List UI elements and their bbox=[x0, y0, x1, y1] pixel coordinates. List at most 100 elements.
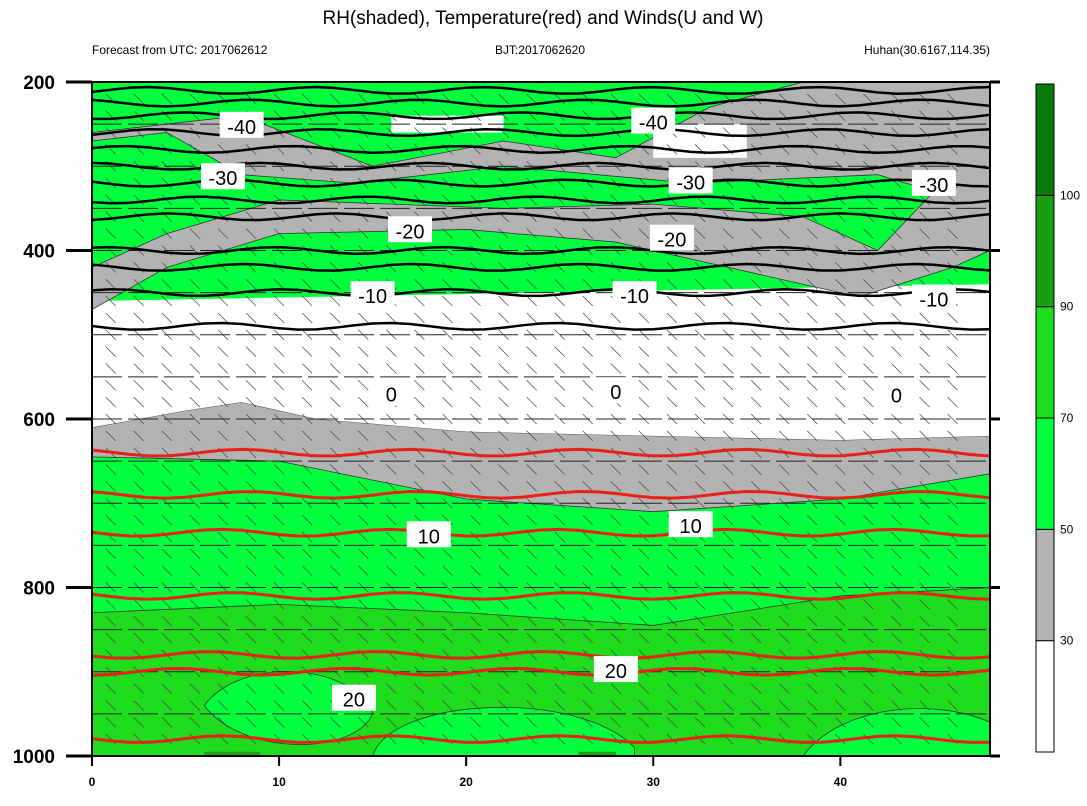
contour-label-box bbox=[200, 163, 245, 190]
wind-barb bbox=[498, 683, 509, 694]
temperature-contour-black bbox=[91, 245, 991, 256]
colorbar-segment bbox=[1035, 83, 1055, 196]
temperature-contour-red bbox=[91, 527, 991, 538]
wind-barb bbox=[329, 194, 341, 206]
wind-barb bbox=[189, 380, 201, 391]
wind-barb bbox=[442, 329, 453, 340]
wind-barb bbox=[694, 615, 706, 627]
wind-barb bbox=[778, 548, 790, 560]
wind-barb bbox=[694, 565, 706, 576]
wind-barb bbox=[638, 228, 650, 239]
wind-barb bbox=[329, 599, 341, 610]
wind-barb bbox=[638, 211, 650, 223]
wind-barb bbox=[245, 430, 257, 442]
wind-barb bbox=[133, 346, 145, 357]
wind-barb bbox=[245, 514, 257, 526]
wind-barb bbox=[807, 615, 818, 627]
wind-barb bbox=[750, 363, 762, 374]
wind-barb bbox=[329, 177, 341, 189]
wind-barb bbox=[610, 346, 622, 357]
wind-barb bbox=[442, 717, 453, 728]
wind-barb bbox=[778, 615, 790, 627]
colorbar-segment bbox=[1035, 417, 1055, 530]
wind-barb bbox=[835, 93, 846, 105]
wind-barb bbox=[526, 228, 537, 239]
wind-barb bbox=[554, 498, 565, 509]
contour-label: -10 bbox=[358, 286, 387, 308]
wind-barb bbox=[329, 464, 341, 475]
wind-barb bbox=[582, 514, 594, 526]
wind-barb bbox=[245, 683, 257, 694]
wind-barb bbox=[358, 346, 369, 357]
wind-barb bbox=[414, 632, 425, 644]
wind-barb bbox=[891, 228, 902, 239]
wind-barb bbox=[554, 93, 565, 105]
header-forecast: Forecast from UTC: 2017062612 bbox=[92, 43, 268, 57]
wind-barb bbox=[835, 565, 846, 576]
wind-barb bbox=[919, 599, 930, 610]
wind-barb bbox=[217, 346, 229, 357]
wind-barb bbox=[358, 380, 369, 391]
contour-label-box bbox=[593, 377, 638, 404]
wind-barb bbox=[750, 514, 762, 526]
wind-barb bbox=[891, 93, 902, 105]
wind-barb bbox=[750, 464, 762, 475]
wind-barb bbox=[947, 278, 958, 290]
wind-barb bbox=[245, 363, 257, 374]
wind-barb bbox=[835, 346, 846, 357]
wind-barb bbox=[273, 211, 285, 223]
wind-barb bbox=[891, 312, 902, 324]
wind-barb bbox=[638, 430, 650, 442]
wind-barb bbox=[554, 346, 565, 357]
contour-label-box bbox=[388, 216, 433, 243]
wind-barb bbox=[442, 363, 453, 374]
wind-barb bbox=[386, 717, 397, 728]
wind-barb bbox=[301, 211, 313, 223]
wind-barb bbox=[919, 717, 930, 728]
wind-barb bbox=[133, 632, 145, 644]
wind-barb bbox=[414, 346, 425, 357]
wind-barb bbox=[863, 312, 874, 324]
wind-barb bbox=[554, 481, 565, 492]
wind-barb bbox=[919, 565, 930, 576]
wind-barb bbox=[666, 565, 678, 576]
wind-barb bbox=[133, 565, 145, 576]
contour-label-box bbox=[612, 281, 657, 308]
x-tick-label: 20 bbox=[459, 775, 473, 789]
wind-barb bbox=[245, 346, 257, 357]
wind-barb bbox=[329, 481, 341, 492]
wind-barb bbox=[217, 380, 229, 391]
wind-barb bbox=[133, 380, 145, 391]
wind-barb bbox=[919, 481, 930, 492]
wind-barb bbox=[610, 615, 622, 627]
wind-barb bbox=[807, 396, 818, 408]
wind-barb bbox=[554, 363, 565, 374]
wind-barb bbox=[807, 632, 818, 644]
contour-label-box bbox=[631, 107, 676, 134]
wind-barb bbox=[722, 211, 734, 223]
contour-label-box bbox=[911, 169, 956, 196]
rh-white-top-1 bbox=[391, 115, 504, 133]
wind-barb bbox=[189, 93, 201, 105]
wind-barb bbox=[526, 514, 537, 526]
wind-barb bbox=[358, 464, 369, 475]
wind-barb bbox=[189, 599, 201, 610]
wind-barb bbox=[835, 228, 846, 239]
wind-barb bbox=[554, 278, 565, 290]
wind-barb bbox=[189, 733, 201, 745]
wind-barb bbox=[133, 481, 145, 492]
wind-barb bbox=[610, 717, 622, 728]
wind-barb bbox=[666, 683, 678, 694]
wind-barb bbox=[301, 430, 313, 442]
wind-barb bbox=[386, 548, 397, 560]
wind-barb bbox=[835, 615, 846, 627]
wind-barb bbox=[217, 514, 229, 526]
temperature-contour-black bbox=[91, 98, 991, 108]
wind-barb bbox=[554, 599, 565, 610]
wind-barb bbox=[947, 548, 958, 560]
wind-barb bbox=[217, 363, 229, 374]
wind-barb bbox=[919, 346, 930, 357]
wind-barb bbox=[750, 548, 762, 560]
wind-barb bbox=[694, 278, 706, 290]
wind-barb bbox=[189, 329, 201, 340]
